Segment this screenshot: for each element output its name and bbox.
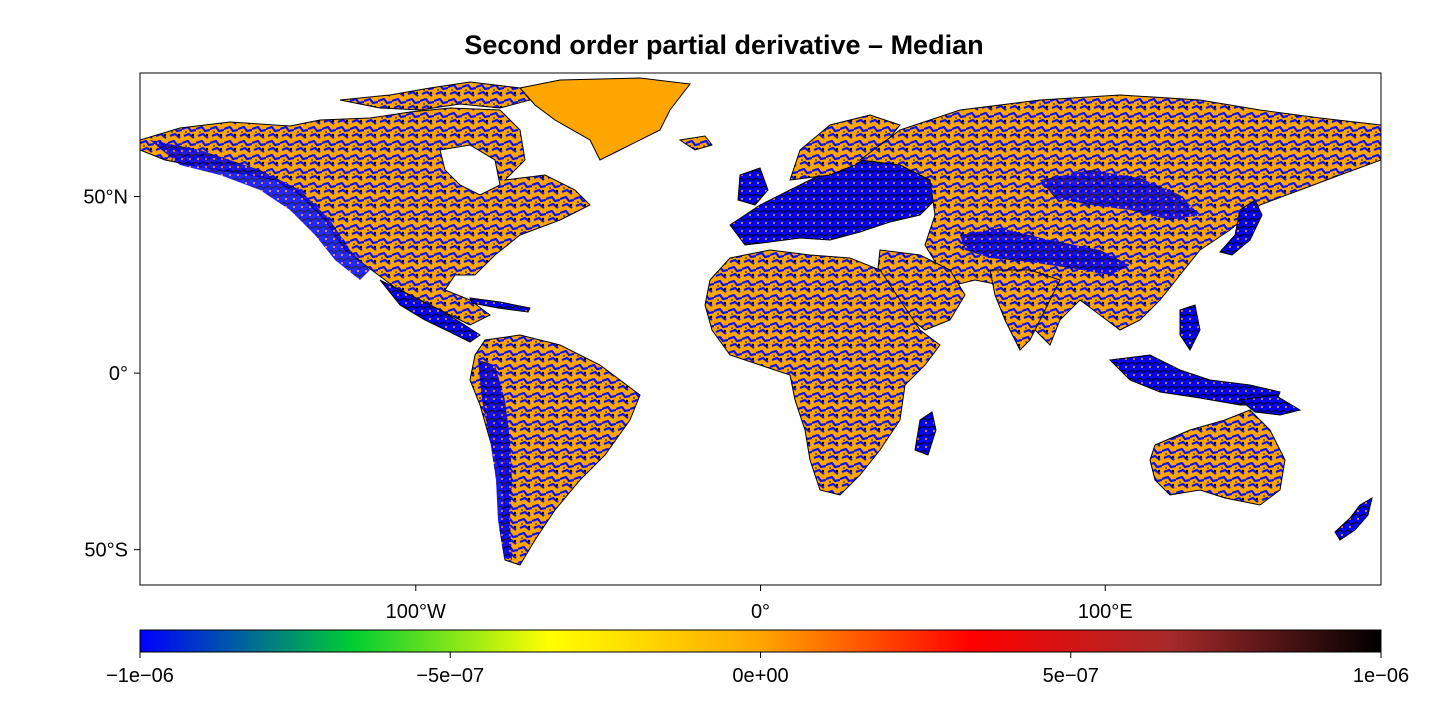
colorbar-tick-label: 5e−07 [1043,665,1099,687]
colorbar [139,629,1382,653]
australia-landmass [1149,409,1286,506]
iceland [678,135,713,151]
land-layer [140,77,1381,566]
new-zealand [1334,496,1373,541]
x-tick-label: 100°E [1078,601,1133,623]
central-asia-mountains [1040,170,1200,220]
philippines [1179,304,1201,351]
colorbar-tick-label: −5e−07 [416,665,484,687]
africa-landmass [704,249,941,496]
colorbar-tick-label: −1e−06 [106,665,174,687]
greenland-landmass [519,77,691,161]
colorbar-tick-label: 0e+00 [732,665,788,687]
japan-islands [1219,199,1263,256]
europe-landmass [729,157,936,246]
hudson-bay [439,144,501,196]
central-america-landmass [379,279,481,343]
y-tick-label: 50°S [84,540,128,562]
himalaya-tibet [960,228,1130,275]
longitude-axis: 100°W 0° 100°E [386,585,1133,623]
new-guinea [1238,394,1302,416]
andes-range [478,360,512,560]
indian-subcontinent [989,269,1061,351]
madagascar [914,411,937,456]
scandinavia-landmass [789,114,901,181]
x-tick-label: 0° [751,601,770,623]
y-tick-label: 50°N [83,187,128,209]
colorbar-ticks: −1e−06 −5e−07 0e+00 5e−07 1e−06 [106,652,1409,687]
chart-title: Second order partial derivative – Median [464,30,984,60]
south-america-landmass [469,334,641,566]
x-tick-label: 100°W [386,601,446,623]
british-isles [737,167,769,206]
latitude-axis: 50°N 0° 50°S [83,187,140,562]
y-tick-label: 0° [109,363,128,385]
colorbar-tick-label: 1e−06 [1353,665,1409,687]
western-cordillera [150,140,370,280]
caribbean-islands [469,297,531,313]
